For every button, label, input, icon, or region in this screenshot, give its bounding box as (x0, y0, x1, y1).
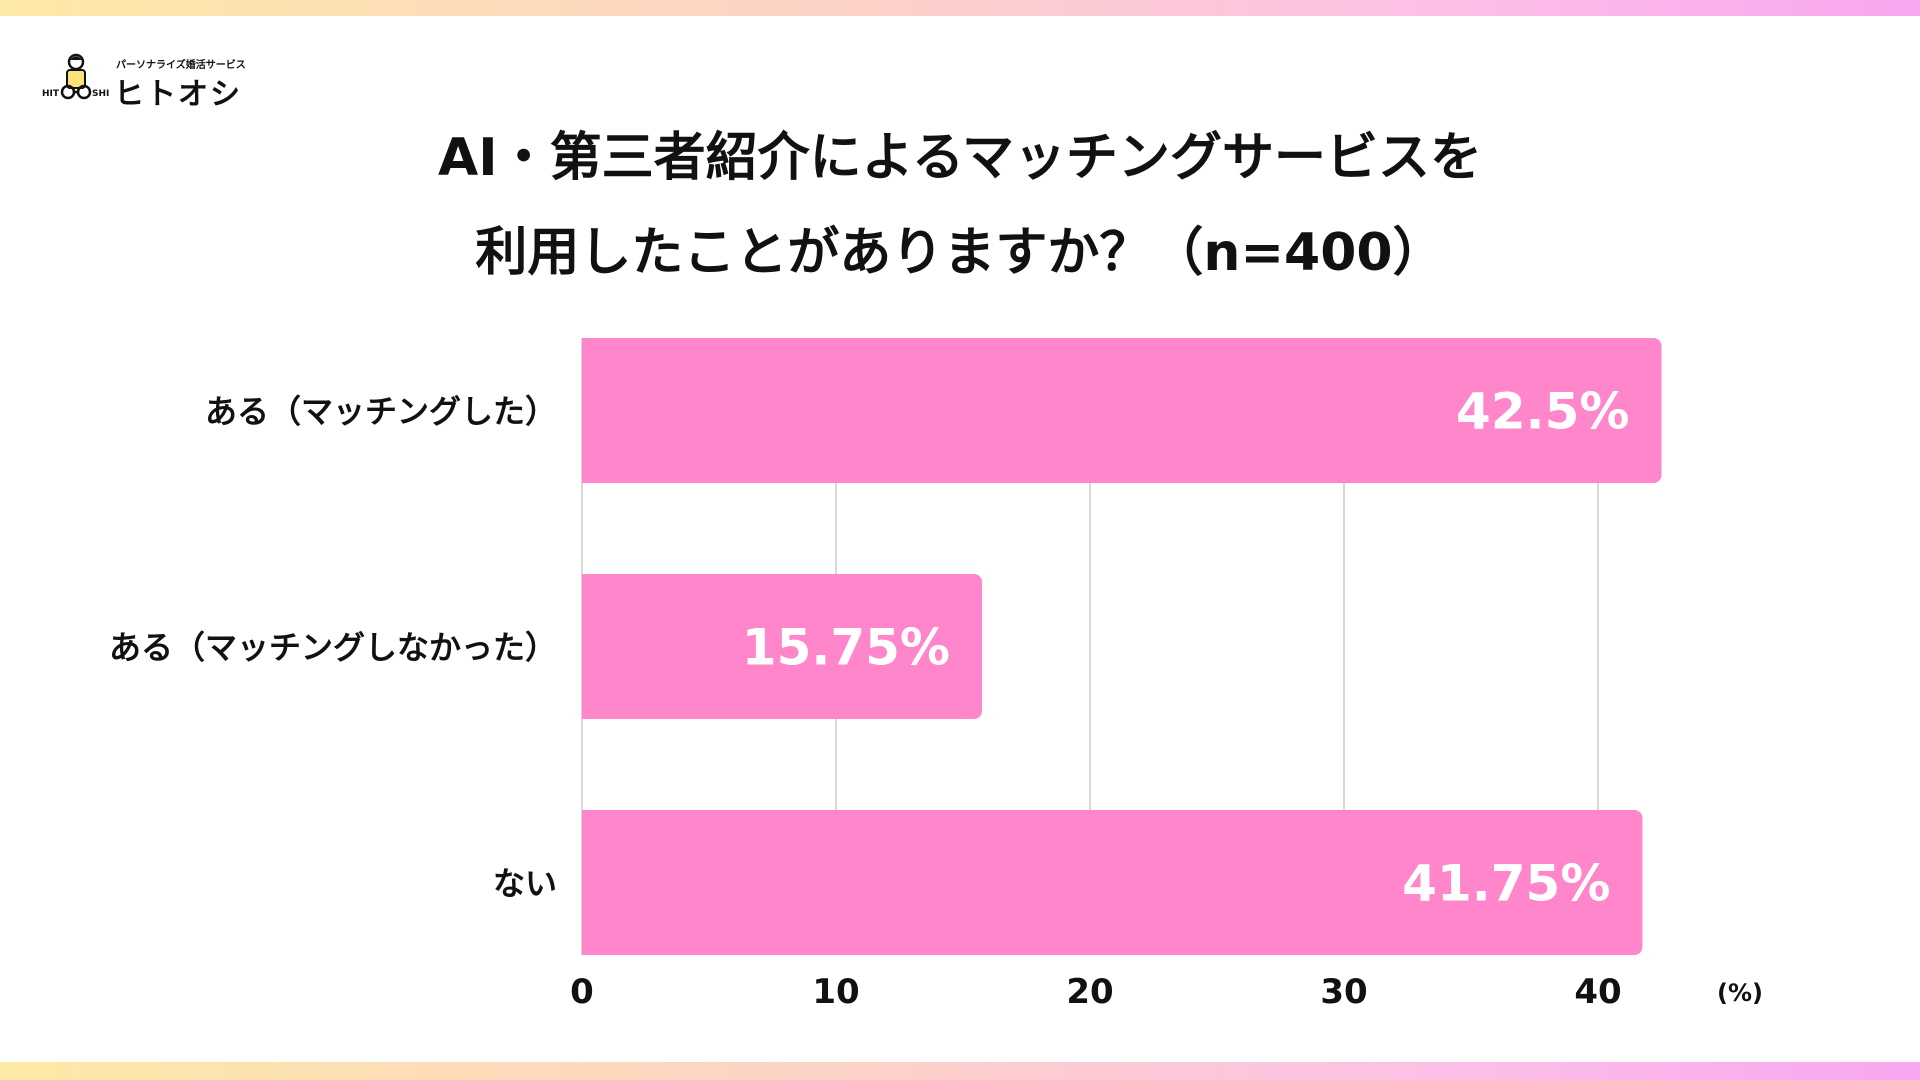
category-label: ある（マッチングしなかった） (109, 629, 557, 667)
x-tick-label: 20 (1066, 972, 1113, 1012)
bar-left-edge (582, 574, 594, 719)
x-tick-label: 30 (1320, 972, 1367, 1012)
bar-value-label: 41.75% (1402, 855, 1610, 913)
bar-left-edge (582, 810, 594, 955)
svg-text:HIT: HIT (42, 89, 60, 99)
bottom-gradient-band (0, 1062, 1920, 1080)
bars (582, 338, 1662, 955)
x-tick-label: 0 (570, 972, 594, 1012)
chart-title-line-1: AI・第三者紹介によるマッチングサービスを (438, 128, 1482, 188)
bar-value-label: 15.75% (742, 619, 950, 677)
x-tick-label: 40 (1574, 972, 1621, 1012)
category-label: ある（マッチングした） (205, 393, 557, 431)
category-label: ない (493, 865, 557, 903)
svg-text:SHI: SHI (92, 89, 109, 99)
bar (582, 338, 1662, 483)
chart-title-line-2: 利用したことがありますか？（n=400） (475, 223, 1445, 283)
labels: 0 10 20 30 40 (%) 42.5% ある（マッチングした） 15.75% ある（マッチ… (109, 383, 1763, 1013)
logo: HIT SHI パーソナライズ婚活サービス ヒトオシ (40, 52, 270, 112)
logo-tagline: パーソナライズ婚活サービス (116, 60, 246, 71)
top-gradient-band (0, 0, 1920, 16)
bar-left-edge (582, 338, 594, 483)
logo-name: ヒトオシ (114, 77, 242, 112)
person-with-glasses-icon: HIT SHI (42, 53, 109, 100)
x-axis-unit: (%) (1717, 979, 1763, 1007)
bar-value-label: 42.5% (1456, 383, 1629, 441)
bar (582, 810, 1643, 955)
bar (582, 574, 983, 719)
x-tick-label: 10 (812, 972, 859, 1012)
